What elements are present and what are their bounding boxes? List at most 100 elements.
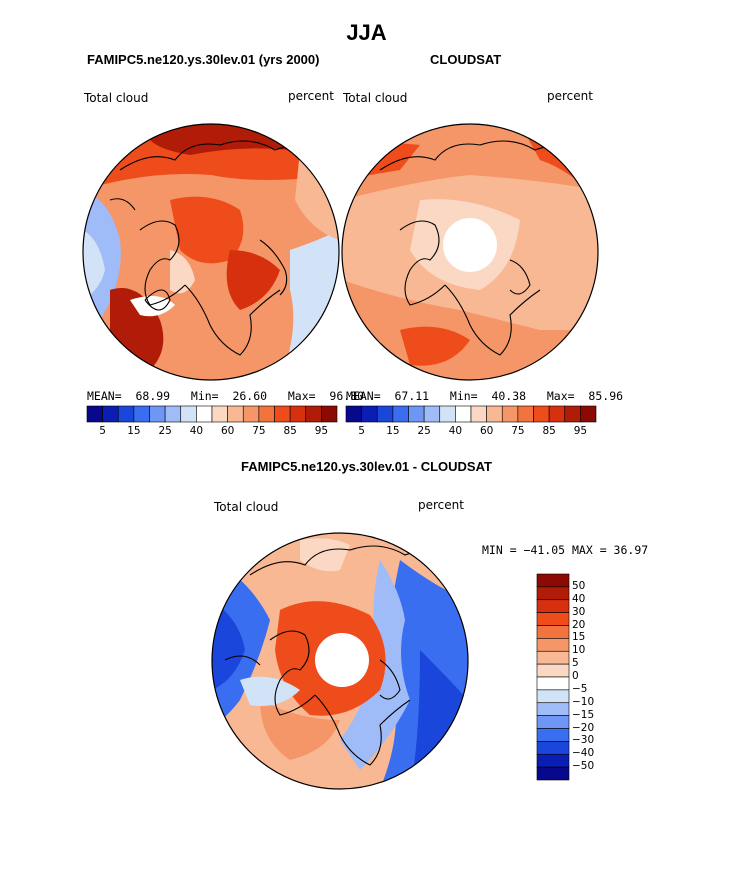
diff-colorbar-ticks: 50 40 30 20 15 10 5 0 −5 −10 −15 −20 −30 −40 −50 bbox=[572, 574, 632, 780]
diff-panel-title: FAMIPC5.ne120.ys.30lev.01 - CLOUDSAT bbox=[241, 459, 492, 474]
model-field bbox=[83, 124, 339, 380]
figure-title: JJA bbox=[346, 20, 387, 45]
colorbar-tick-label: 15 bbox=[572, 631, 586, 644]
colorbar-tick-label: −10 bbox=[572, 695, 595, 708]
colorbar-swatch bbox=[536, 766, 570, 781]
colorbar-swatch bbox=[533, 405, 550, 423]
colorbar-swatch bbox=[536, 663, 570, 678]
colorbar-tick-label: 5 bbox=[99, 425, 106, 437]
model-min-label: Min= bbox=[190, 389, 219, 403]
diff-coastlines bbox=[224, 545, 451, 766]
colorbar-swatch bbox=[258, 405, 275, 423]
colorbar-swatch bbox=[536, 728, 570, 742]
colorbar-tick-label: 20 bbox=[572, 618, 586, 631]
colorbar-swatch bbox=[517, 405, 534, 423]
colorbar-tick-label: 0 bbox=[572, 670, 579, 682]
colorbar-swatch bbox=[274, 405, 291, 423]
obs-min-label: Min= bbox=[449, 389, 478, 403]
colorbar-tick-label: 10 bbox=[572, 644, 586, 657]
colorbar-tick-label: 25 bbox=[158, 425, 172, 437]
model-coastlines bbox=[109, 140, 321, 356]
colorbar-tick-label: −15 bbox=[572, 708, 595, 721]
diff-variable-label: Total cloud bbox=[214, 500, 279, 514]
colorbar-swatch bbox=[548, 405, 566, 423]
colorbar-tick-label: 5 bbox=[358, 425, 365, 437]
colorbar-swatch bbox=[227, 405, 244, 423]
colorbar-swatch bbox=[102, 405, 119, 423]
obs-units-label: percent bbox=[547, 89, 593, 103]
model-variable-label: Total cloud bbox=[84, 91, 149, 105]
colorbar-swatch bbox=[439, 405, 456, 423]
diff-units-label: percent bbox=[418, 498, 464, 512]
diff-minmax-text: MIN = −41.05 MAX = 36.97 bbox=[482, 543, 649, 557]
colorbar-tick-label: 15 bbox=[127, 425, 141, 437]
colorbar-tick-label: 60 bbox=[479, 425, 494, 437]
colorbar-tick-label: −40 bbox=[572, 747, 595, 760]
colorbar-tick-label: 40 bbox=[448, 425, 463, 437]
colorbar-swatch bbox=[536, 612, 570, 626]
colorbar-swatch bbox=[486, 405, 503, 423]
colorbar-tick-label: −50 bbox=[572, 760, 595, 773]
colorbar-swatch bbox=[455, 405, 472, 423]
colorbar-swatch bbox=[180, 405, 197, 423]
colorbar-swatch bbox=[536, 715, 570, 729]
colorbar-tick-label: 95 bbox=[573, 425, 588, 437]
colorbar-swatch bbox=[536, 689, 570, 704]
colorbar-swatch bbox=[470, 405, 487, 423]
colorbar-tick-label: 40 bbox=[572, 592, 586, 605]
colorbar-swatch bbox=[164, 405, 182, 423]
obs-max-label: Max= bbox=[546, 389, 575, 403]
colorbar-swatch bbox=[536, 625, 570, 639]
colorbar-swatch bbox=[408, 405, 425, 423]
model-mean-label: MEAN= bbox=[87, 389, 122, 403]
colorbar-tick-label: −20 bbox=[572, 721, 595, 734]
model-max-label: Max= bbox=[287, 389, 316, 403]
obs-colorbar-ticks: 5 15 25 40 60 75 85 95 bbox=[346, 425, 596, 439]
model-colorbar bbox=[86, 405, 338, 423]
obs-colorbar bbox=[345, 405, 597, 423]
colorbar-tick-label: 75 bbox=[252, 425, 266, 437]
model-panel-title: FAMIPC5.ne120.ys.30lev.01 (yrs 2000) bbox=[87, 52, 320, 67]
colorbar-swatch bbox=[423, 405, 441, 423]
model-max-value: 96.80 bbox=[329, 389, 365, 403]
colorbar-tick-label: 30 bbox=[572, 605, 586, 618]
colorbar-swatch bbox=[536, 650, 570, 665]
colorbar-tick-label: 85 bbox=[542, 425, 556, 437]
colorbar-swatch bbox=[536, 599, 570, 613]
colorbar-tick-label: 75 bbox=[511, 425, 525, 437]
colorbar-swatch bbox=[536, 702, 570, 716]
colorbar-swatch bbox=[501, 405, 519, 423]
model-min-value: 26.60 bbox=[232, 389, 268, 403]
colorbar-swatch bbox=[564, 405, 581, 423]
obs-mean-value: 67.11 bbox=[394, 389, 430, 403]
obs-coastlines bbox=[379, 140, 581, 356]
colorbar-tick-label: 15 bbox=[386, 425, 400, 437]
obs-max-value: 85.96 bbox=[588, 389, 624, 403]
colorbar-swatch bbox=[536, 586, 570, 601]
colorbar-swatch bbox=[536, 638, 570, 652]
diff-field bbox=[212, 533, 468, 789]
colorbar-swatch bbox=[321, 405, 338, 423]
colorbar-swatch bbox=[536, 741, 570, 755]
colorbar-tick-label: 60 bbox=[220, 425, 235, 437]
model-colorbar-ticks: 5 15 25 40 60 75 85 95 bbox=[87, 425, 337, 439]
obs-stats: MEAN= 67.11 Min= 40.38 Max= 85.96 bbox=[346, 389, 623, 403]
colorbar-swatch bbox=[242, 405, 260, 423]
colorbar-swatch bbox=[536, 573, 570, 588]
colorbar-swatch bbox=[289, 405, 307, 423]
model-units-label: percent bbox=[288, 89, 334, 103]
obs-mean-label: MEAN= bbox=[346, 389, 381, 403]
model-mean-value: 68.99 bbox=[135, 389, 171, 403]
colorbar-swatch bbox=[211, 405, 228, 423]
obs-variable-label: Total cloud bbox=[343, 91, 408, 105]
colorbar-swatch bbox=[536, 753, 570, 768]
colorbar-swatch bbox=[149, 405, 166, 423]
colorbar-swatch bbox=[361, 405, 378, 423]
colorbar-swatch bbox=[117, 405, 135, 423]
colorbar-swatch bbox=[345, 405, 362, 423]
colorbar-tick-label: 95 bbox=[314, 425, 329, 437]
obs-panel-title: CLOUDSAT bbox=[430, 52, 502, 67]
colorbar-swatch bbox=[392, 405, 409, 423]
colorbar-swatch bbox=[536, 676, 570, 691]
colorbar-swatch bbox=[376, 405, 394, 423]
